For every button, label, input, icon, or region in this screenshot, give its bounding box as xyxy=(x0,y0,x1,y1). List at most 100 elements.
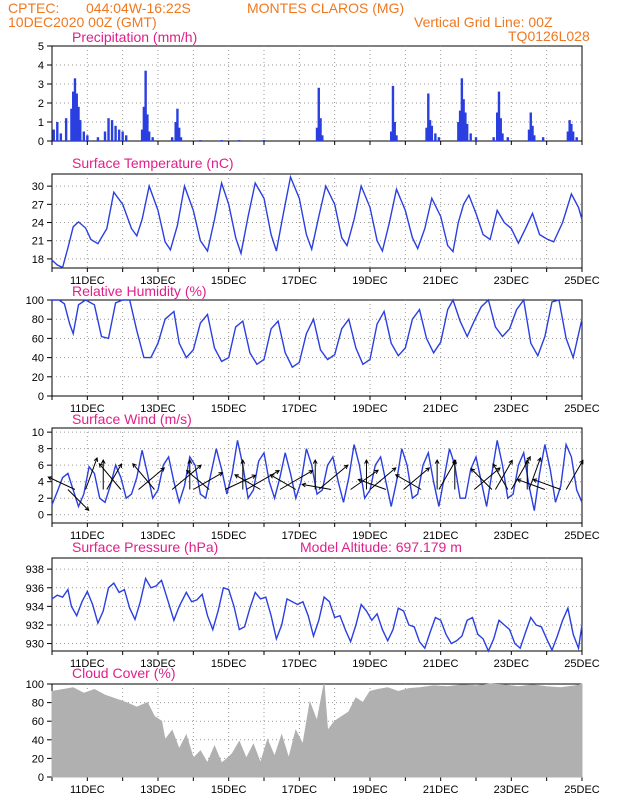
y-tick-label: 936 xyxy=(26,583,44,595)
precip-bar xyxy=(110,120,114,141)
precip-bar xyxy=(176,108,179,141)
precip-bar xyxy=(568,120,571,141)
precip-bar xyxy=(147,131,151,141)
precip-bar xyxy=(571,131,575,141)
wind-vector xyxy=(524,459,530,490)
y-tick-label: 4 xyxy=(38,477,44,489)
x-tick-label: 21DEC xyxy=(423,275,459,287)
wind-vector xyxy=(312,459,318,490)
wind-vector xyxy=(246,470,280,490)
wind-vector xyxy=(532,478,561,490)
wind-vector xyxy=(106,463,122,490)
precip-bar xyxy=(73,78,77,141)
precip-bar xyxy=(434,133,437,141)
wind-vector xyxy=(301,482,332,490)
precip-bar xyxy=(107,118,110,141)
precip-bar xyxy=(178,127,181,141)
x-tick-label: 11DEC xyxy=(70,658,105,670)
wind-vector xyxy=(240,459,246,490)
precip-bar xyxy=(321,135,324,141)
y-tick-label: 3 xyxy=(38,79,44,91)
header-date: 10DEC2020 00Z (GMT) xyxy=(8,14,157,30)
precip-bar xyxy=(458,110,462,141)
precip-bar xyxy=(170,137,174,141)
precip-bar xyxy=(460,78,464,141)
x-tick-label: 17DEC xyxy=(282,530,318,542)
y-tick-label: 24 xyxy=(32,218,44,230)
precip-bar xyxy=(79,120,82,141)
precip-bar xyxy=(238,140,241,141)
x-tick-label: 19DEC xyxy=(352,658,388,670)
x-tick-label: 21DEC xyxy=(423,784,459,796)
x-tick-label: 23DEC xyxy=(494,275,530,287)
precip-bar xyxy=(125,135,128,141)
precip-bar xyxy=(575,137,578,141)
y-tick-label: 930 xyxy=(26,639,44,651)
y-tick-label: 934 xyxy=(26,601,44,613)
x-tick-label: 19DEC xyxy=(352,275,388,287)
precip-bar xyxy=(474,137,478,141)
panel-1 xyxy=(47,173,583,272)
x-tick-label: 17DEC xyxy=(282,658,318,670)
panel-4 xyxy=(47,557,583,655)
precip-bar xyxy=(566,131,570,141)
precip-bar xyxy=(529,112,532,141)
wind-vector xyxy=(452,459,458,490)
x-tick-label: 25DEC xyxy=(564,275,600,287)
header-code: TQ0126L028 xyxy=(508,28,590,44)
panel-annotation: Model Altitude: 697.179 m xyxy=(300,539,462,555)
x-tick-label: 25DEC xyxy=(564,658,600,670)
x-tick-label: 15DEC xyxy=(211,403,247,415)
precip-bar xyxy=(75,93,78,141)
y-tick-label: 6 xyxy=(38,460,44,472)
precip-bar xyxy=(492,137,495,141)
wind-vector xyxy=(403,467,431,490)
x-tick-label: 15DEC xyxy=(211,658,247,670)
wind-vector xyxy=(185,469,210,490)
header-station: MONTES CLAROS (MG) xyxy=(247,0,405,16)
panel-frame xyxy=(51,557,583,652)
x-tick-label: 25DEC xyxy=(564,403,600,415)
precip-bar xyxy=(144,70,147,141)
y-tick-label: 80 xyxy=(32,698,44,710)
x-tick-label: 13DEC xyxy=(140,530,176,542)
precip-bar xyxy=(437,137,441,141)
y-tick-label: 938 xyxy=(26,564,44,576)
panel-frame xyxy=(51,173,583,269)
panel-title: Surface Temperature (nC) xyxy=(72,155,234,171)
precip-bar xyxy=(462,99,465,141)
y-tick-label: 21 xyxy=(32,236,44,248)
precip-bar xyxy=(427,93,430,141)
header-coords: 044:04W-16:22S xyxy=(86,0,191,16)
precip-bar xyxy=(117,129,121,141)
series-line xyxy=(51,440,583,511)
wind-vector xyxy=(470,467,493,490)
series-line xyxy=(51,576,583,653)
wind-vector xyxy=(369,467,397,490)
precip-bar xyxy=(140,129,144,141)
y-tick-label: 60 xyxy=(32,716,44,728)
precip-bar xyxy=(531,125,534,141)
wind-vector xyxy=(171,464,202,490)
y-tick-label: 60 xyxy=(32,333,44,345)
y-tick-label: 8 xyxy=(38,444,44,456)
precip-bar xyxy=(496,112,499,141)
x-tick-label: 23DEC xyxy=(494,403,530,415)
y-tick-label: 2 xyxy=(38,98,44,110)
precip-bar xyxy=(457,122,460,141)
precip-bar xyxy=(70,108,73,141)
panel-title: Surface Pressure (hPa) xyxy=(72,539,218,555)
header-source: CPTEC: xyxy=(8,0,60,16)
precip-bar xyxy=(319,118,322,141)
precip-bar xyxy=(464,112,467,141)
wind-vector xyxy=(279,470,314,490)
precip-bar xyxy=(262,140,266,141)
precip-bar xyxy=(430,125,434,141)
x-tick-label: 23DEC xyxy=(494,658,530,670)
y-tick-label: 20 xyxy=(32,372,44,384)
panel-3 xyxy=(47,427,584,527)
x-tick-label: 21DEC xyxy=(423,658,459,670)
x-tick-label: 15DEC xyxy=(211,530,247,542)
x-tick-label: 13DEC xyxy=(140,658,176,670)
panel-title: Surface Wind (m/s) xyxy=(72,411,192,427)
